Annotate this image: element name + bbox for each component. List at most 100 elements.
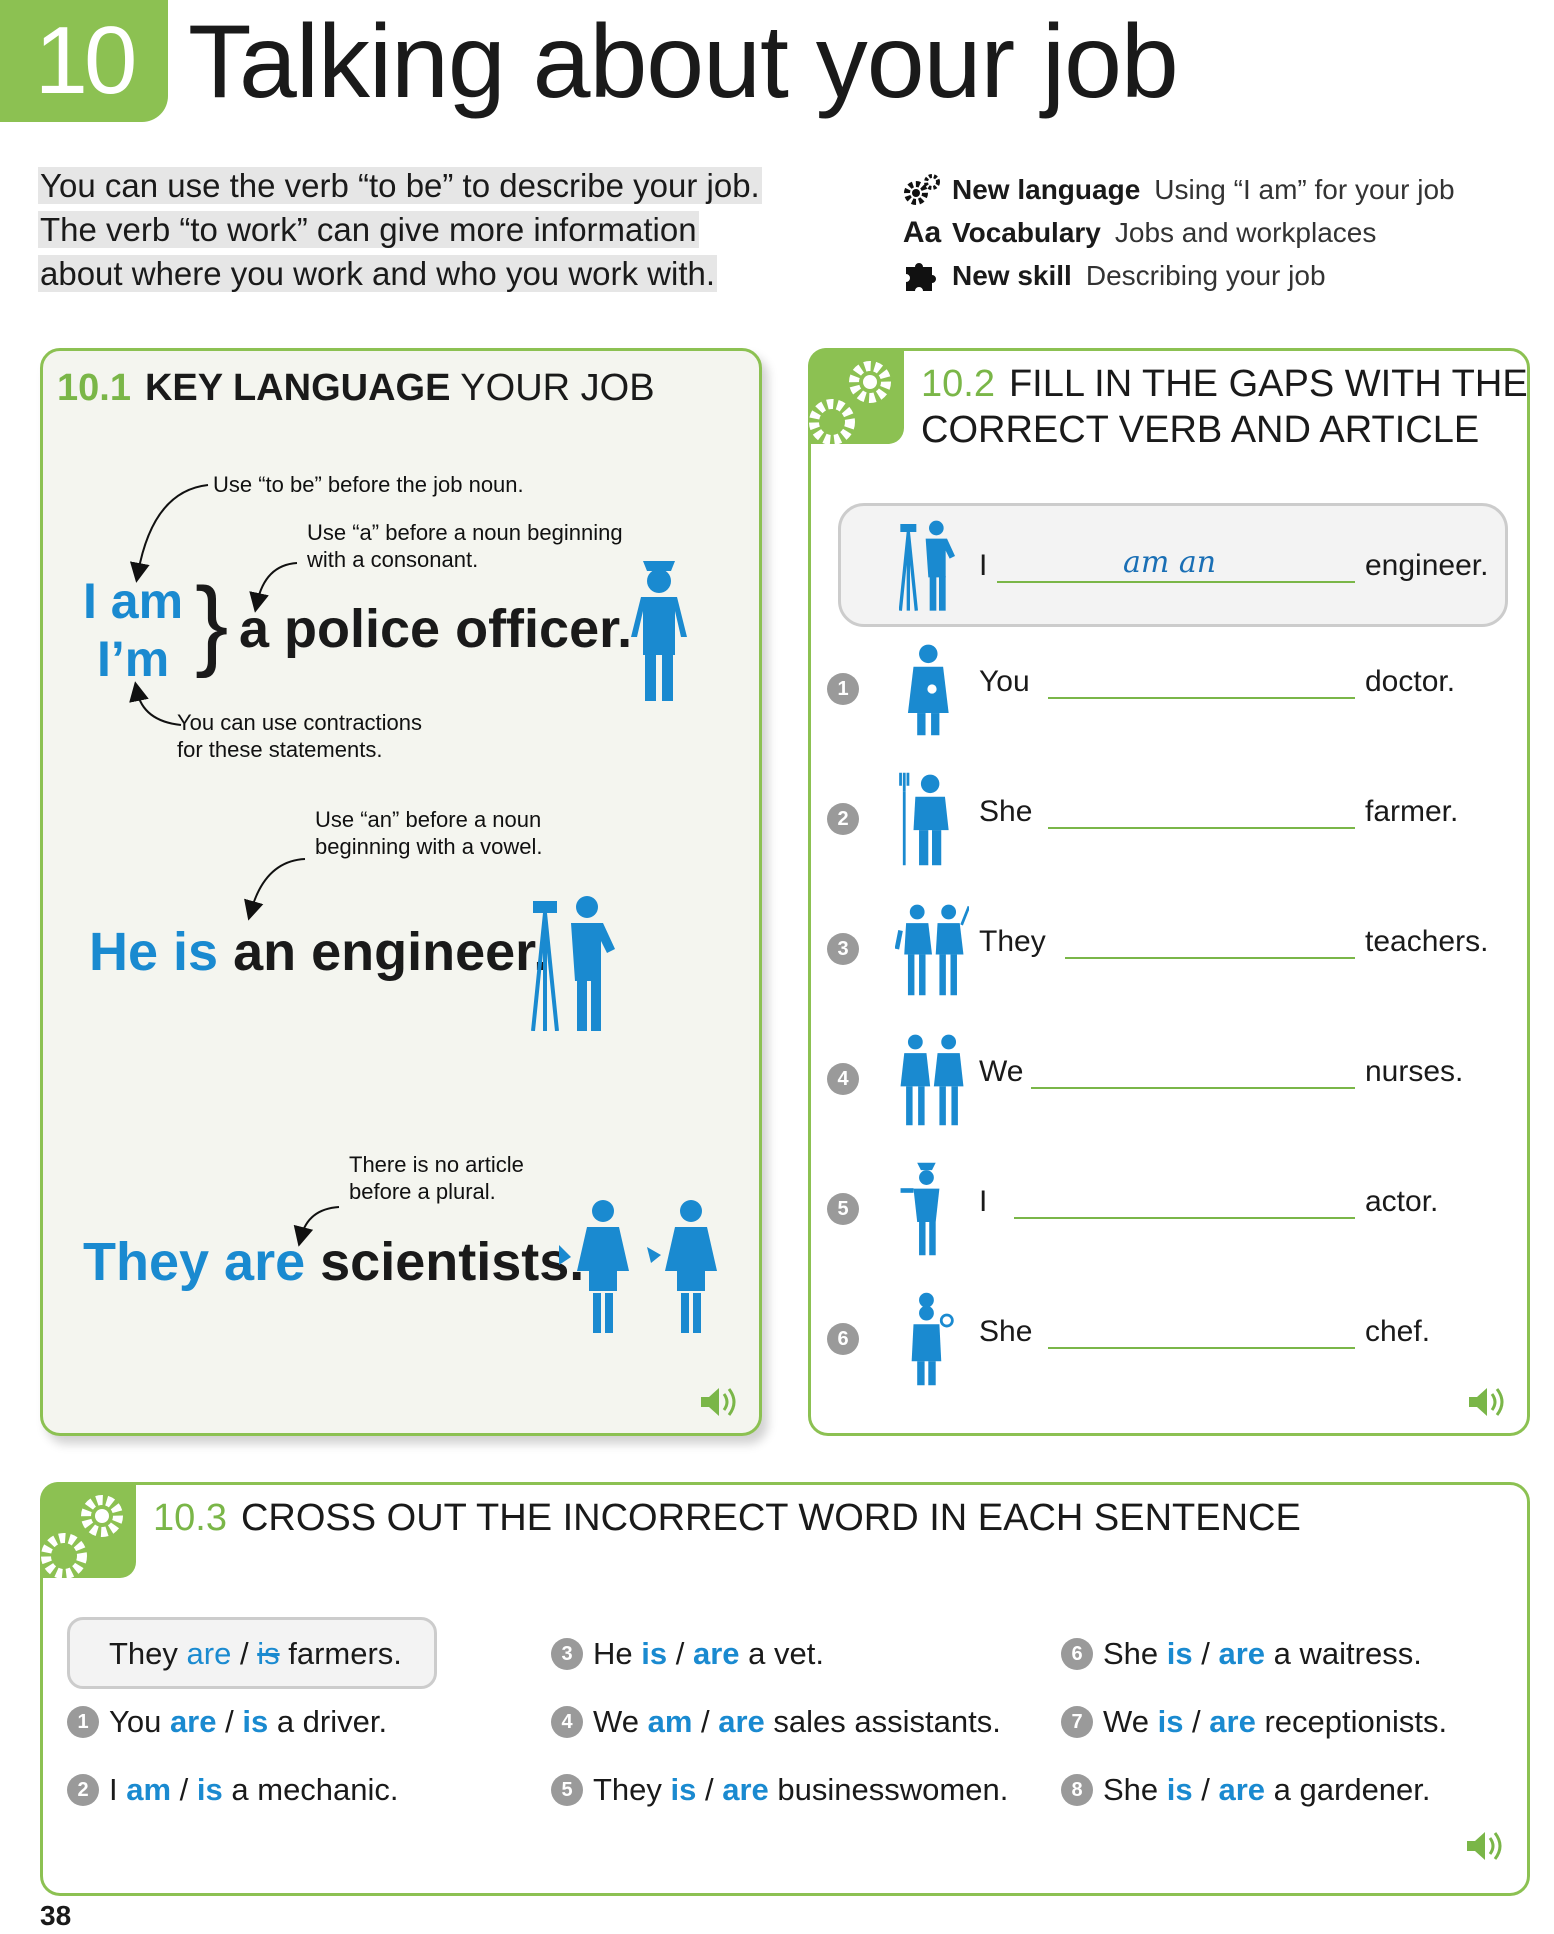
answer-line[interactable] [1048,697,1355,699]
cross-out-sentence: She is / are a gardener. [1103,1772,1431,1807]
cross-out-sentence: We is / are receptionists. [1103,1704,1448,1739]
option-word-crossed[interactable]: is [257,1636,280,1671]
note-contractions: You can use contractions [177,710,423,735]
example-box [67,1617,437,1689]
panel-title-text: CROSS OUT THE INCORRECT WORD IN EACH SEN… [240,1497,1301,1539]
sentence-rest: a gardener. [1273,1772,1431,1807]
option-word[interactable]: is [196,1772,223,1807]
item-noun: nurses. [1365,1055,1464,1088]
option-word[interactable]: is [641,1636,668,1671]
option-word[interactable]: is [1166,1636,1193,1671]
page-title: Talking about your job [188,4,1179,120]
note-plural: before a plural. [349,1179,496,1204]
answer-line[interactable] [1048,1347,1355,1349]
item-number: 1 [67,1706,99,1738]
panel-fill-gaps: 10.2 FILL IN THE GAPS WITH THE CORRECT VE… [808,348,1530,1436]
engineer-icon [531,896,615,1031]
audio-icon[interactable] [699,1385,739,1419]
panel-cross-out: 10.3 CROSS OUT THE INCORRECT WORD IN EACH… [40,1482,1530,1896]
example-box [838,503,1508,627]
note-an: Use “an” before a noun [315,807,542,832]
sentence-subject: They [593,1772,662,1807]
farmer-icon [899,772,949,866]
item-subject: She [979,795,1033,828]
option-word[interactable]: are [1218,1772,1266,1807]
item-number: 6 [827,1323,859,1355]
panel-title: 10.3 CROSS OUT THE INCORRECT WORD IN EACH… [153,1495,1301,1541]
sentence-subject: You [109,1704,162,1739]
panel-title: 10.1 KEY LANGUAGE YOUR JOB [57,365,655,411]
item-number: 5 [827,1193,859,1225]
nurses-icon [900,1034,964,1126]
meta-new-skill: New skill Describing your job [900,254,1455,297]
option-word[interactable]: is [242,1704,269,1739]
audio-icon[interactable] [1465,1829,1505,1863]
sentence-subject: We [593,1704,639,1739]
example-engineer: He is an engineer. [89,921,548,983]
meta-value: Jobs and workplaces [1114,216,1377,248]
cross-out-sentence: You are / is a driver. [109,1704,388,1739]
meta-label: New skill [952,259,1072,291]
meta-vocabulary: Aa Vocabulary Jobs and workplaces [900,211,1455,254]
meta-value: Describing your job [1085,259,1326,291]
sentence-rest: businesswomen. [777,1772,1009,1807]
item-subject: You [979,665,1030,698]
item-number: 1 [827,673,859,705]
subject-i-am: I am [83,573,184,629]
answer-line[interactable] [1065,957,1355,959]
sentence-rest: receptionists. [1264,1704,1448,1739]
cross-out-sentence: She is / are a waitress. [1103,1636,1422,1671]
sentence-subject: She [1103,1772,1159,1807]
item-number: 2 [827,803,859,835]
example-scientists: They are scientists. [83,1231,584,1293]
note-an: beginning with a vowel. [315,834,543,859]
subject-im: I’m [97,631,170,687]
answer-line[interactable] [1031,1087,1355,1089]
intro-line: about where you work and who you work wi… [38,255,718,292]
chapter-number: 10 [0,0,168,122]
cross-out-sentence: We am / are sales assistants. [593,1704,1001,1739]
example-answer-line [997,581,1355,583]
option-word[interactable]: are [718,1704,765,1739]
item-noun: teachers. [1365,925,1489,958]
option-word[interactable]: are [692,1636,740,1671]
option-word[interactable]: is [1157,1704,1184,1739]
item-subject: I [979,1185,988,1218]
cross-out-sentence: They is / are businesswomen. [593,1772,1009,1807]
panel-title-bold: KEY LANGUAGE [144,367,451,409]
item-number: 2 [67,1774,99,1806]
sentence-rest: a waitress. [1273,1636,1422,1671]
answer-line[interactable] [1048,827,1355,829]
scientists-icon [559,1200,717,1333]
option-word[interactable]: are [1209,1704,1256,1739]
item-number: 6 [1061,1638,1093,1670]
meta-new-language: New language Using “I am” for your job [900,168,1455,211]
note-plural: There is no article [349,1152,524,1177]
panel-number: 10.1 [57,367,131,409]
option-word[interactable]: is [670,1772,697,1807]
item-number: 8 [1061,1774,1093,1806]
option-word[interactable]: are [1218,1636,1266,1671]
option-word[interactable]: am [647,1704,693,1739]
option-word[interactable]: am [126,1772,172,1807]
gears-icon [40,1482,136,1578]
lesson-meta: New language Using “I am” for your job A… [900,168,1455,297]
audio-icon[interactable] [1467,1385,1507,1419]
option-word[interactable]: are [186,1636,232,1671]
subject-they-are: They are [83,1232,306,1292]
meta-label: Vocabulary [952,216,1101,248]
sentence-rest: sales assistants. [773,1704,1001,1739]
option-word[interactable]: is [1166,1772,1193,1807]
sentence-subject: They [109,1636,178,1671]
cross-out-sentence: He is / are a vet. [593,1636,824,1671]
panel-title-line: CORRECT VERB AND ARTICLE [921,409,1480,451]
panel-title-line: FILL IN THE GAPS WITH THE [1008,363,1528,405]
item-noun: actor. [1365,1185,1439,1218]
gears-icon [900,173,944,207]
engineer-icon [899,520,955,611]
example-answer: am an [1123,545,1217,580]
option-word[interactable]: are [722,1772,769,1807]
note-a: Use “a” before a noun beginning [307,520,623,545]
option-word[interactable]: are [169,1704,217,1739]
answer-line[interactable] [1014,1217,1355,1219]
